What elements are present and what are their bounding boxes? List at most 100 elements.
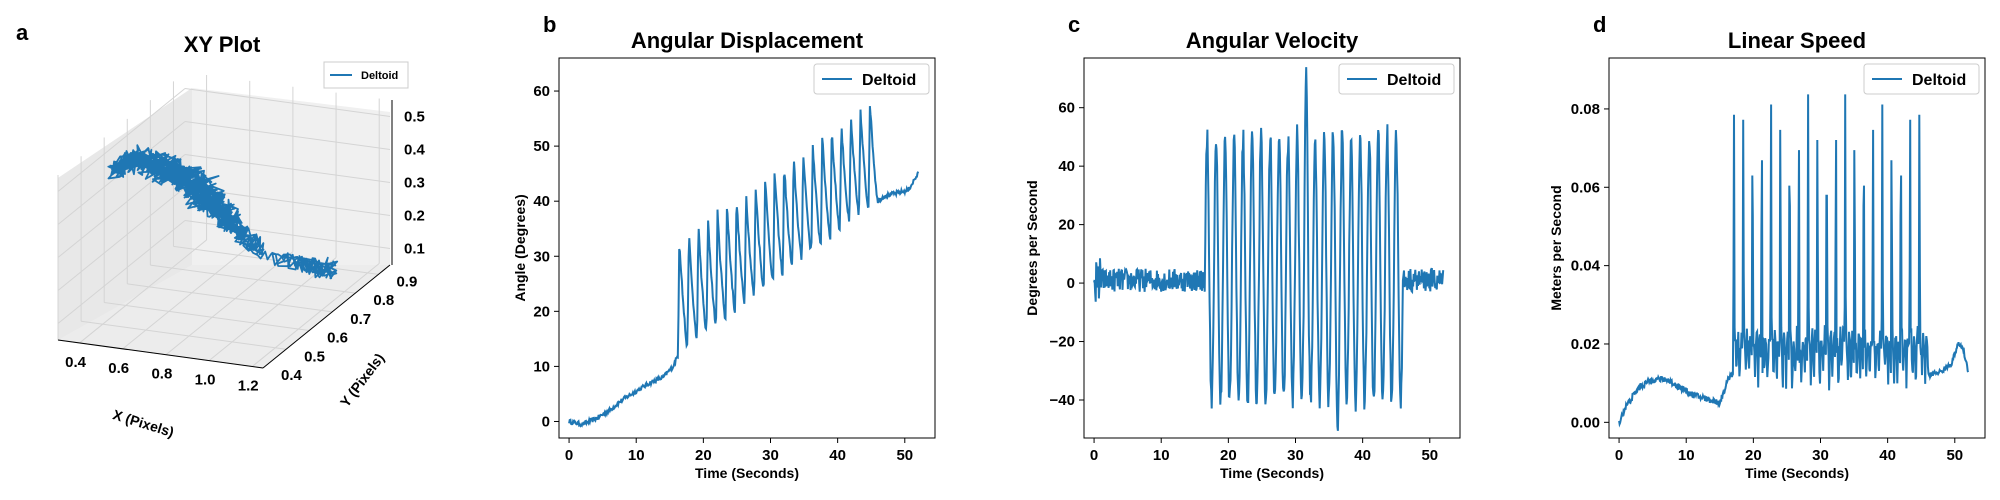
x-tick-label: 0.6 (108, 360, 129, 377)
legend: Deltoid (1863, 63, 1980, 95)
z-tick-label: 0.1 (404, 241, 425, 258)
series-line-deltoid (1093, 67, 1445, 431)
y-tick-label: 0.06 (1571, 179, 1600, 196)
grid-line (184, 121, 391, 150)
y-tick-label: 0 (1067, 275, 1075, 292)
y-tick-label: 0.4 (281, 367, 303, 384)
x-tick-label: 50 (1421, 447, 1438, 464)
y-tick-label: 0.5 (304, 348, 325, 365)
x-tick-label: 10 (1678, 447, 1695, 464)
legend-entry-deltoid: Deltoid (1387, 72, 1441, 89)
ticks-3d: 0.4 0.6 0.8 1.0 1.20.40.50.60.70.80.90.10.20… (57, 100, 426, 395)
legend: Deltoid (1338, 63, 1455, 95)
x-tick-label: 0.4 (65, 354, 87, 371)
y-tick-label: 60 (533, 83, 550, 100)
legend-entry-deltoid: Deltoid (361, 70, 398, 82)
x-tick-label: 1.2 (238, 378, 259, 395)
series-line-deltoid (107, 144, 339, 280)
y-axis-label: Angle (Degrees) (512, 194, 528, 301)
y-tick-label: 60 (1058, 100, 1075, 117)
panel-b-line-chart: Angular Displacement 0 10 20 30 40 50 0 10 20 30 40… (512, 28, 936, 481)
panel-a-3d-chart: XY Plot 0.4 0.6 0.8 1.0 1.20.40.50.60.70.80.… (57, 32, 426, 440)
y-tick-label: 0 (542, 413, 550, 430)
x-tick-label: 0 (1615, 447, 1623, 464)
y-tick-label: −20 (1050, 334, 1075, 351)
y-tick-label: 0.08 (1571, 101, 1600, 118)
grid-line (184, 154, 391, 183)
x-axis-line (57, 339, 264, 369)
y-tick-label: 40 (533, 193, 550, 210)
plot-frame (558, 57, 936, 439)
y-tick-label: 0.8 (373, 292, 394, 309)
plot-frame (1608, 57, 1986, 439)
x-axis-label: X (Pixels) (111, 406, 176, 440)
grid-line (184, 88, 391, 117)
y-tick-label: 40 (1058, 158, 1075, 175)
chart-title: Angular Velocity (1186, 28, 1359, 53)
panel-c-line-chart: Angular Velocity 0 10 20 30 40 50 −40 −20 0 20 40 60… (1024, 28, 1461, 481)
panel-letter-b: b (543, 12, 556, 37)
y-tick-label: 50 (533, 138, 550, 155)
legend: Deltoid (323, 61, 409, 89)
x-tick-label: 50 (1946, 447, 1963, 464)
y-tick-label: 0.9 (396, 273, 417, 290)
z-tick-label: 0.5 (404, 109, 425, 126)
pane-floor (58, 265, 390, 368)
x-tick-label: 40 (1879, 447, 1896, 464)
grid-line (173, 245, 379, 275)
x-tick-label: 40 (1354, 447, 1371, 464)
grid-line (57, 187, 186, 291)
series-line-deltoid (1618, 94, 1970, 428)
legend-entry-deltoid: Deltoid (862, 72, 916, 89)
z-tick-label: 0.3 (404, 175, 425, 192)
z-tick-label: 0.2 (404, 208, 425, 225)
x-tick-label: 1.0 (195, 372, 216, 389)
x-tick-label: 20 (695, 447, 712, 464)
grid-line (165, 251, 294, 356)
legend-box (813, 63, 930, 95)
grid-line (81, 320, 287, 350)
y-tick-label: 0.7 (350, 311, 371, 328)
y-tick-label: 0.6 (327, 330, 348, 347)
grid-line (57, 88, 186, 192)
panel-letter-c: c (1068, 12, 1080, 37)
x-tick-label: 30 (1812, 447, 1829, 464)
x-tick-label: 10 (1153, 447, 1170, 464)
grid-line (251, 263, 380, 367)
grid-line (79, 239, 207, 344)
y-axis-label: Meters per Second (1548, 185, 1564, 310)
x-axis-label: Time (Seconds) (1220, 465, 1324, 481)
y-tick-label: 20 (1058, 217, 1075, 234)
x-axis-label: Time (Seconds) (1745, 465, 1849, 481)
plot-frame (1083, 57, 1461, 439)
legend: Deltoid (813, 63, 930, 95)
y-axis-line (262, 264, 391, 369)
y-axis-label: Degrees per Second (1024, 180, 1040, 315)
y-tick-label: 0.02 (1571, 336, 1600, 353)
y-tick-label: 30 (533, 248, 550, 265)
x-tick-label: 0 (1090, 447, 1098, 464)
grid-line (127, 283, 333, 313)
grid-line (150, 264, 356, 294)
x-tick-label: 20 (1745, 447, 1762, 464)
y-axis-label: Y (Pixels) (337, 350, 388, 410)
legend-box (1863, 63, 1980, 95)
x-tick-label: 20 (1220, 447, 1237, 464)
chart-title: Linear Speed (1728, 28, 1866, 53)
grid-line (104, 302, 310, 332)
chart-title: Angular Displacement (631, 28, 864, 53)
x-tick-label: 10 (628, 447, 645, 464)
panel-letter-d: d (1593, 12, 1606, 37)
legend-entry-deltoid: Deltoid (1912, 72, 1966, 89)
z-tick-label: 0.4 (404, 142, 426, 159)
y-tick-label: 20 (533, 303, 550, 320)
series-line-deltoid (568, 106, 920, 428)
series-deltoid-3d (107, 144, 339, 280)
x-tick-label: 0 (565, 447, 573, 464)
panel-letter-a: a (16, 20, 29, 45)
grid-line (122, 245, 251, 350)
y-tick-label: 0.04 (1571, 258, 1601, 275)
x-tick-label: 40 (829, 447, 846, 464)
x-axis-label: Time (Seconds) (695, 465, 799, 481)
